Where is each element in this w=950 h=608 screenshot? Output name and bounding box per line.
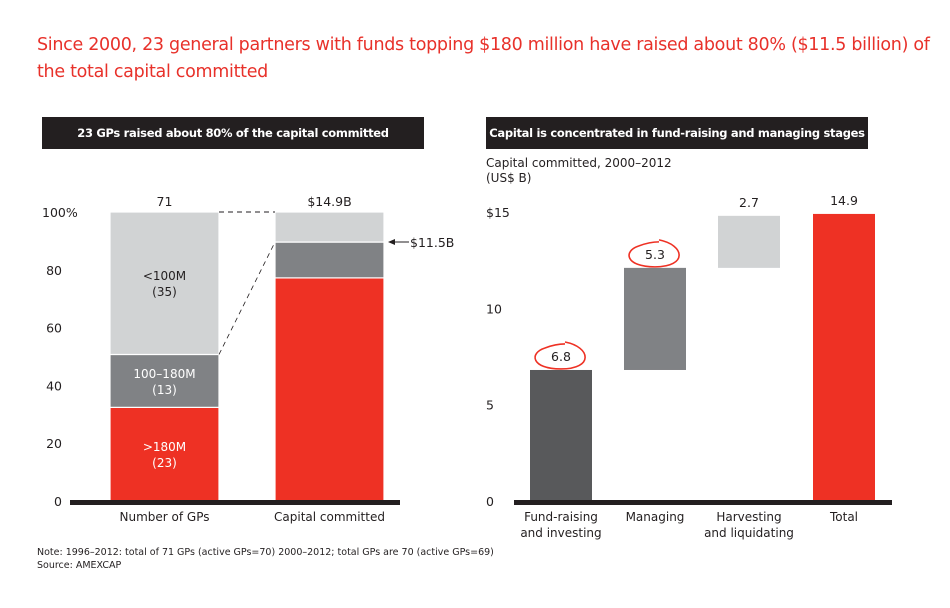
bar-segment <box>274 241 385 279</box>
segment-label: <100M <box>143 269 186 283</box>
bar-segment <box>109 353 220 408</box>
right-chart-title: Capital is concentrated in fund-raising … <box>486 117 868 149</box>
bar-segment <box>274 211 385 243</box>
y-tick-label: 0 <box>486 494 494 509</box>
y-tick-label: 100% <box>42 205 78 220</box>
x-category-label: Fund-raising <box>524 510 598 524</box>
x-category-label: Managing <box>626 510 685 524</box>
x-category-label: and investing <box>520 526 601 540</box>
waterfall-bar <box>718 215 780 268</box>
value-label: 6.8 <box>551 349 571 364</box>
bar-total-label: $14.9B <box>307 194 351 209</box>
right-chart-subtitle-line2: (US$ B) <box>486 171 532 185</box>
right-chart-subtitle-line1: Capital committed, 2000–2012 <box>486 156 672 170</box>
connector-line-lower <box>218 241 276 355</box>
waterfall-bar <box>624 267 686 370</box>
segment-label: >180M <box>143 440 186 454</box>
footnote: Note: 1996–2012: total of 71 GPs (active… <box>37 547 494 558</box>
value-label: 14.9 <box>830 193 858 208</box>
headline: Since 2000, 23 general partners with fun… <box>37 35 930 82</box>
value-label: 2.7 <box>739 195 759 210</box>
y-tick-label: 40 <box>46 378 62 393</box>
bar-segment <box>274 277 385 502</box>
x-category-label: Number of GPs <box>120 510 210 524</box>
segment-count-label: (13) <box>152 383 177 397</box>
x-category-label: Capital committed <box>274 510 385 524</box>
footer: Note: 1996–2012: total of 71 GPs (active… <box>37 546 494 572</box>
bar-total-label: 71 <box>157 194 173 209</box>
annotation-label: $11.5B <box>410 235 454 250</box>
value-label: 5.3 <box>645 247 665 262</box>
waterfall-bar <box>813 213 875 501</box>
x-axis-baseline <box>514 500 892 505</box>
x-category-label: Total <box>829 510 858 524</box>
y-tick-label: $15 <box>486 205 510 220</box>
x-category-label: and liquidating <box>704 526 794 540</box>
y-tick-label: 60 <box>46 321 62 336</box>
highlight-circle <box>628 239 680 268</box>
highlight-circle <box>534 341 586 370</box>
y-tick-label: 0 <box>54 494 62 509</box>
y-tick-label: 80 <box>46 263 62 278</box>
waterfall-bar <box>530 369 592 501</box>
x-category-label: Harvesting <box>716 510 781 524</box>
segment-count-label: (23) <box>152 456 177 470</box>
source: Source: AMEXCAP <box>37 560 122 571</box>
segment-label: 100–180M <box>133 367 195 381</box>
bar-segment <box>109 211 220 356</box>
x-axis-baseline <box>70 500 400 505</box>
annotation-arrowhead <box>388 239 395 246</box>
y-tick-label: 5 <box>486 398 494 413</box>
y-tick-label: 20 <box>46 436 62 451</box>
segment-count-label: (35) <box>152 285 177 299</box>
left-chart-title: 23 GPs raised about 80% of the capital c… <box>42 117 424 149</box>
y-tick-label: 10 <box>486 301 502 316</box>
